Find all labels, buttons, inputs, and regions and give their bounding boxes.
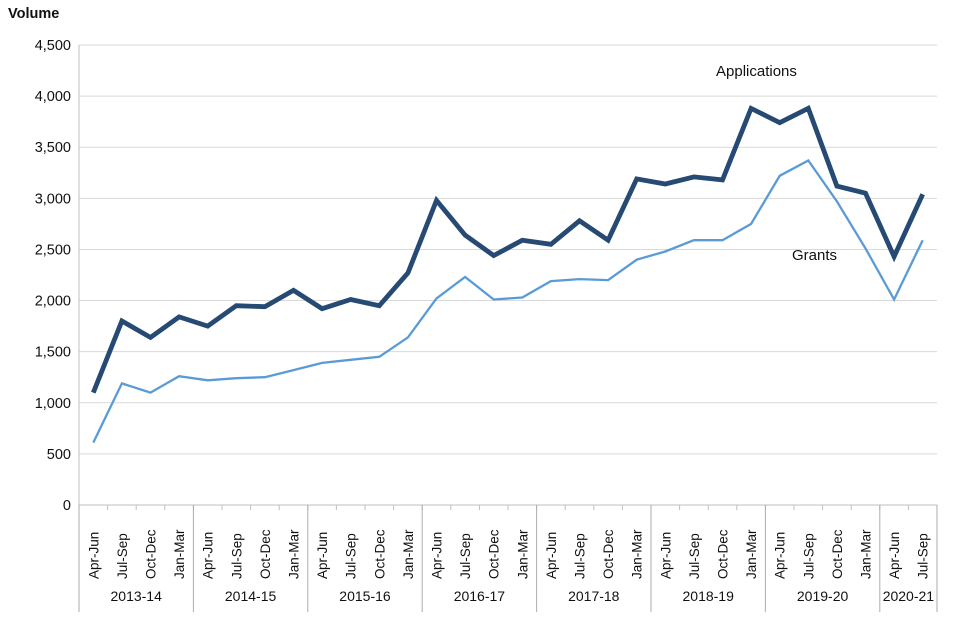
x-tick-label: Jan-Mar — [287, 529, 302, 579]
x-tick-label: Apr-Jun — [315, 532, 330, 579]
x-tick-label: Apr-Jun — [201, 532, 216, 579]
x-tick-label: Apr-Jun — [658, 532, 673, 579]
x-tick-label: Oct-Dec — [830, 529, 845, 579]
x-tick-label: Oct-Dec — [144, 529, 159, 579]
year-label: 2016-17 — [454, 588, 506, 604]
y-tick-label: 4,500 — [35, 38, 71, 54]
y-tick-label: 2,500 — [35, 242, 71, 258]
y-tick-label: 500 — [47, 447, 71, 463]
series-line-grants — [92, 159, 924, 444]
year-label: 2020-21 — [883, 588, 935, 604]
y-tick-label: 4,000 — [35, 89, 71, 105]
y-tick-label: 1,500 — [35, 345, 71, 361]
x-tick-label: Jan-Mar — [172, 529, 187, 579]
year-label: 2013-14 — [111, 588, 163, 604]
x-tick-label: Jul-Sep — [344, 533, 359, 579]
x-tick-label: Oct-Dec — [601, 529, 616, 579]
x-tick-label: Jul-Sep — [458, 533, 473, 579]
x-tick-label: Jul-Sep — [916, 533, 931, 579]
x-tick-label: Apr-Jun — [773, 532, 788, 579]
x-tick-label: Jul-Sep — [115, 533, 130, 579]
x-tick-label: Apr-Jun — [887, 532, 902, 579]
y-tick-label: 0 — [63, 498, 71, 514]
x-tick-label: Jan-Mar — [515, 529, 530, 579]
x-tick-label: Jul-Sep — [573, 533, 588, 579]
year-label: 2017-18 — [568, 588, 620, 604]
x-tick-label: Oct-Dec — [258, 529, 273, 579]
x-tick-label: Apr-Jun — [544, 532, 559, 579]
x-tick-label: Oct-Dec — [487, 529, 502, 579]
x-tick-label: Jul-Sep — [687, 533, 702, 579]
y-tick-label: 1,000 — [35, 396, 71, 412]
year-label: 2018-19 — [683, 588, 735, 604]
x-tick-label: Apr-Jun — [430, 532, 445, 579]
series-label-applications: Applications — [716, 63, 797, 80]
y-tick-label: 3,000 — [35, 191, 71, 207]
series-line-applications — [91, 105, 925, 394]
x-tick-label: Jan-Mar — [859, 529, 874, 579]
x-tick-label: Jul-Sep — [229, 533, 244, 579]
x-tick-label: Oct-Dec — [372, 529, 387, 579]
x-tick-label: Jan-Mar — [630, 529, 645, 579]
x-tick-label: Oct-Dec — [716, 529, 731, 579]
year-label: 2015-16 — [339, 588, 391, 604]
x-tick-label: Jan-Mar — [744, 529, 759, 579]
y-tick-label: 2,000 — [35, 294, 71, 310]
chart-title: Volume — [8, 6, 60, 22]
year-label: 2014-15 — [225, 588, 277, 604]
y-tick-label: 3,500 — [35, 140, 71, 156]
year-label: 2019-20 — [797, 588, 849, 604]
x-tick-label: Apr-Jun — [86, 532, 101, 579]
x-tick-label: Jul-Sep — [801, 533, 816, 579]
series-label-grants: Grants — [792, 247, 837, 264]
x-tick-label: Jan-Mar — [401, 529, 416, 579]
